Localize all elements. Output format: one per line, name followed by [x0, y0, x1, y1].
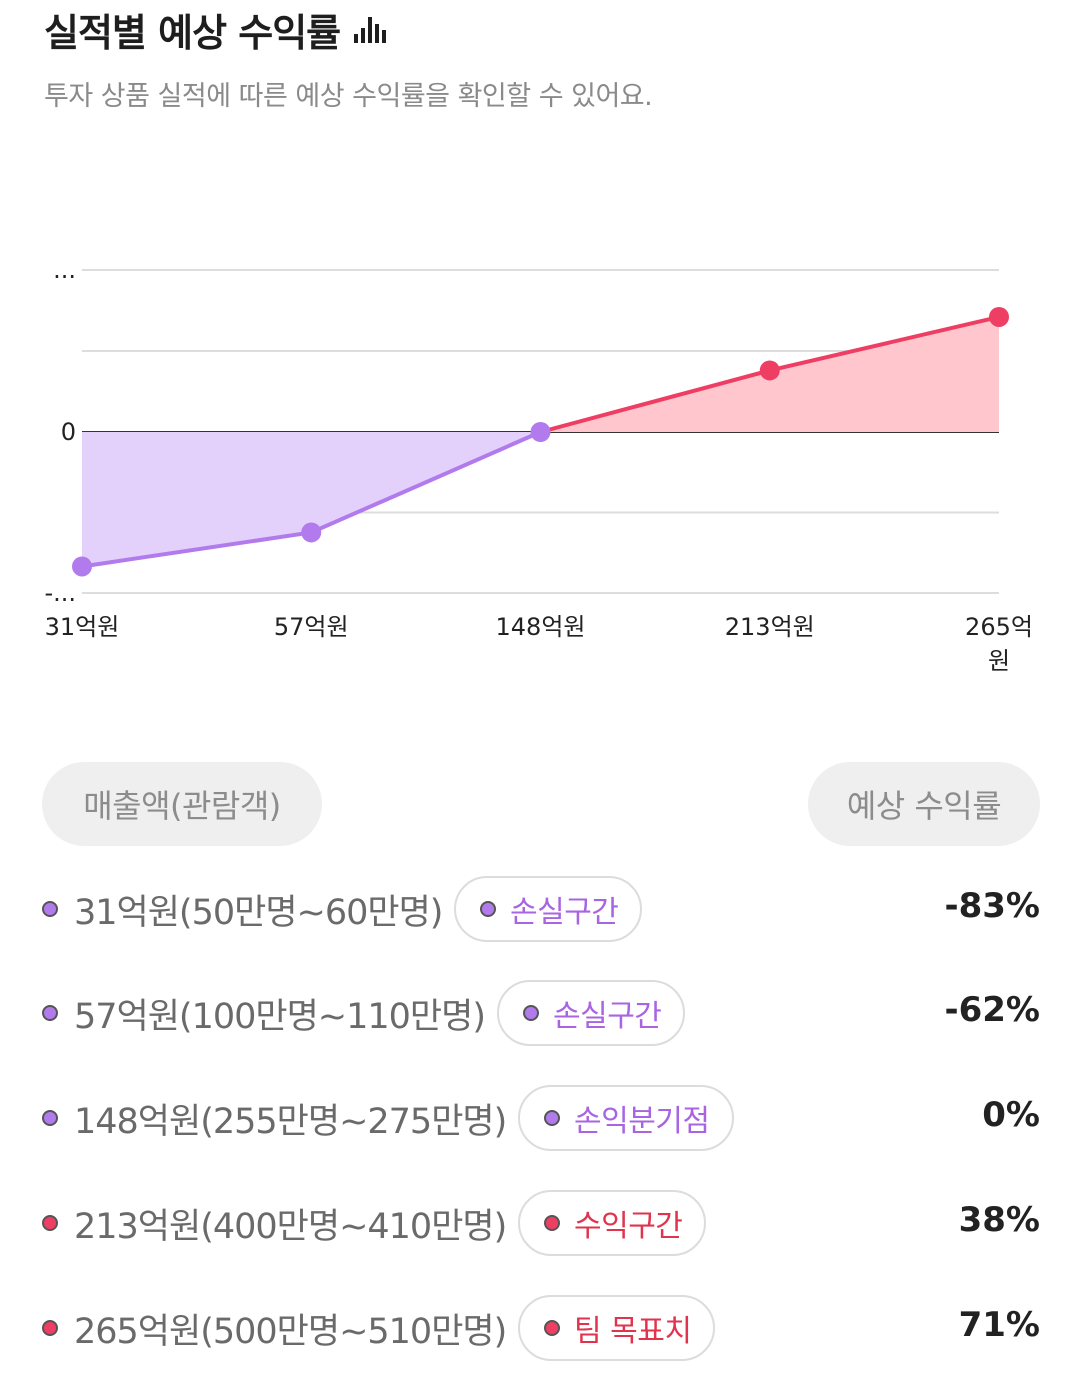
- row-dot-icon: [42, 1215, 58, 1231]
- row-dot-icon: [42, 1110, 58, 1126]
- badge-label: 손실구간: [553, 999, 662, 1034]
- table-row: 213억원(400만명~410만명) 수익구간 38%: [0, 1190, 1080, 1260]
- section-title-text: 실적별 예상 수익률: [44, 11, 341, 55]
- data-point-0: [72, 556, 92, 577]
- row-label: 265억원(500만명~510만명): [74, 1312, 507, 1352]
- row-return-value: 0%: [982, 1095, 1040, 1135]
- badge-dot-icon: [544, 1320, 560, 1336]
- row-label: 148억원(255만명~275만명): [74, 1102, 507, 1142]
- y-axis-labels: ... 0 -...: [44, 256, 76, 607]
- y-tick-label-2: -...: [44, 579, 76, 607]
- row-dot-icon: [42, 1320, 58, 1336]
- row-dot-icon: [42, 1005, 58, 1021]
- table-row: 31억원(50만명~60만명) 손실구간 -83%: [0, 876, 1080, 946]
- x-tick-label-2: 148억원: [496, 613, 586, 641]
- table-row: 148억원(255만명~275만명) 손익분기점 0%: [0, 1085, 1080, 1155]
- row-badge: 손익분기점: [518, 1085, 734, 1151]
- badge-dot-icon: [544, 1215, 560, 1231]
- row-return-value: 71%: [958, 1305, 1040, 1345]
- x-tick-label-1: 57억원: [274, 613, 349, 641]
- row-label: 31억원(50만명~60만명): [74, 893, 443, 933]
- chart-points: [72, 306, 1009, 577]
- badge-dot-icon: [480, 901, 496, 917]
- y-tick-label-0: ...: [53, 256, 76, 284]
- section-subtitle: 투자 상품 실적에 따른 예상 수익률을 확인할 수 있어요.: [44, 81, 653, 112]
- row-return-value: -83%: [944, 886, 1041, 926]
- badge-dot-icon: [523, 1005, 539, 1021]
- row-label: 213억원(400만명~410만명): [74, 1207, 507, 1247]
- x-tick-label-3: 213억원: [725, 613, 815, 641]
- badge-label: 팀 목표치: [574, 1314, 692, 1349]
- y-tick-label-1: 0: [61, 418, 76, 446]
- data-point-1: [301, 522, 322, 543]
- row-label: 57억원(100만명~110만명): [74, 997, 486, 1037]
- row-return-value: 38%: [958, 1200, 1040, 1240]
- loss-area: [82, 432, 541, 567]
- data-point-4: [989, 306, 1009, 327]
- x-tick-label-4: 265억 원: [965, 613, 1033, 675]
- row-badge: 팀 목표치: [518, 1295, 716, 1361]
- table-row: 265억원(500만명~510만명) 팀 목표치 71%: [0, 1295, 1080, 1365]
- badge-label: 손익분기점: [574, 1104, 710, 1139]
- badge-dot-icon: [544, 1110, 560, 1126]
- row-badge: 손실구간: [497, 980, 686, 1046]
- column-header-revenue: 매출액(관람객): [42, 762, 322, 846]
- row-return-value: -62%: [944, 990, 1041, 1030]
- section-title: 실적별 예상 수익률: [44, 2, 387, 57]
- badge-label: 손실구간: [510, 895, 619, 930]
- x-axis-labels: 31억원 57억원 148억원 213억원 265억 원: [45, 613, 1033, 675]
- badge-label: 수익구간: [574, 1209, 683, 1244]
- return-chart: ... 0 -... 31억원 57억원 148억원 213억원 265억 원: [44, 256, 1033, 675]
- row-badge: 손실구간: [454, 876, 643, 942]
- chart-icon: [354, 16, 387, 43]
- row-dot-icon: [42, 901, 58, 917]
- row-badge: 수익구간: [518, 1190, 707, 1256]
- x-tick-label-0: 31억원: [45, 613, 120, 641]
- data-point-2: [530, 422, 551, 442]
- table-row: 57억원(100만명~110만명) 손실구간 -62%: [0, 980, 1080, 1050]
- column-header-return: 예상 수익률: [808, 762, 1040, 846]
- data-point-3: [759, 360, 780, 381]
